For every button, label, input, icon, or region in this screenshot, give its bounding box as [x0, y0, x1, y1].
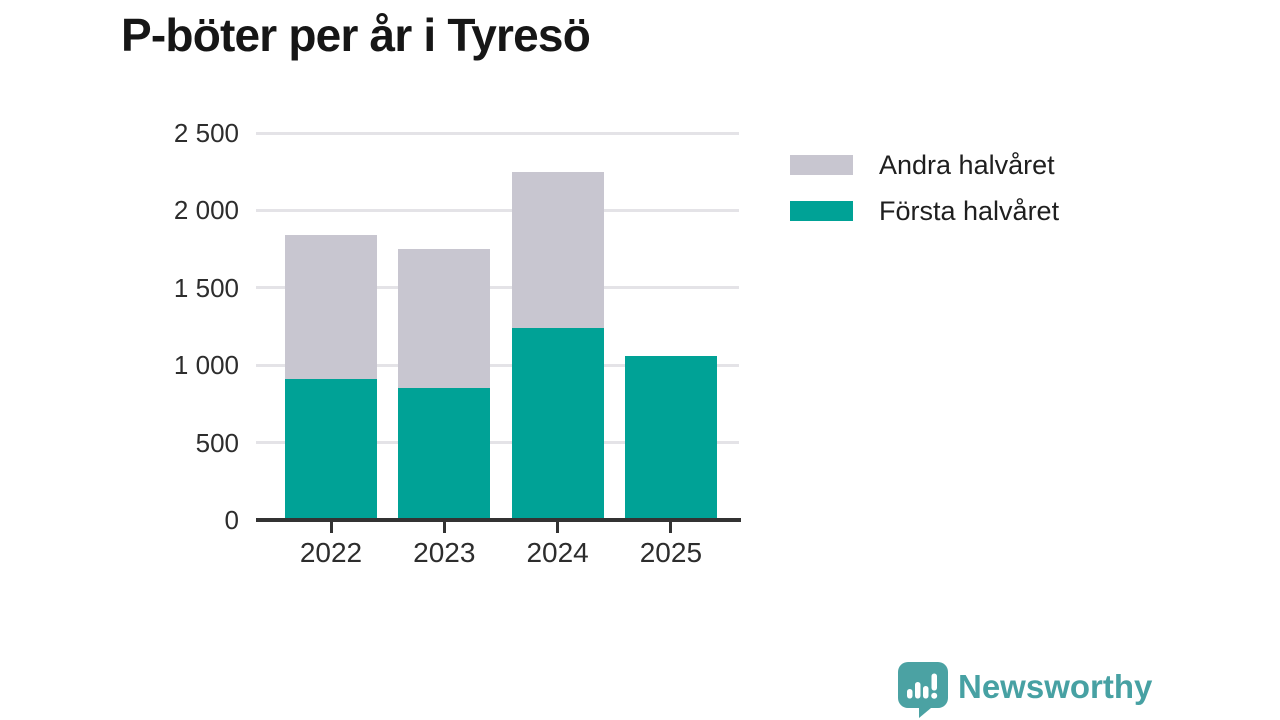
- y-axis-tick-label: 500: [195, 427, 239, 458]
- gridline: [256, 363, 739, 367]
- x-axis-tick-label: 2022: [299, 537, 363, 568]
- legend-item-andra-halvaret: Andra halvåret: [790, 142, 1059, 188]
- gridline: [256, 286, 739, 290]
- bar-segment-2023-forsta-halvaret: [398, 388, 491, 520]
- y-axis-tick-label: 2 500: [173, 118, 239, 148]
- x-axis-tick: [329, 522, 333, 533]
- newsworthy-branding: Newsworthy: [898, 662, 1152, 718]
- x-axis-tick: [556, 522, 560, 533]
- gridline: [256, 441, 739, 445]
- x-axis-line: [256, 518, 741, 522]
- y-axis-tick-label: 0: [224, 505, 239, 535]
- x-axis-tick-label: 2025: [639, 537, 703, 568]
- bar-segment-2022-andra-halvaret: [285, 235, 377, 380]
- chart-title: P-böter per år i Tyresö: [121, 9, 591, 61]
- bar-segment-2024-andra-halvaret: [511, 171, 604, 329]
- legend-swatch-forsta-halvaret: [790, 201, 853, 221]
- bar-segment-2024-forsta-halvaret: [511, 328, 604, 520]
- x-axis-tick: [669, 522, 673, 533]
- legend: Andra halvåret Första halvåret: [790, 142, 1059, 234]
- bar-segment-2022-forsta-halvaret: [285, 379, 377, 520]
- legend-label-andra-halvaret: Andra halvåret: [879, 149, 1055, 180]
- x-axis-tick: [442, 522, 446, 533]
- bar-chart-speech-bubble-icon: [898, 662, 948, 718]
- plot-area: 0 500 1 000 1 500 2 000 2 500 2022 2023 2024 2025: [174, 118, 741, 568]
- y-axis-tick-label: 1 000: [173, 350, 239, 381]
- y-axis-tick-label: 2 000: [173, 195, 239, 226]
- gridline: [256, 131, 739, 135]
- bar-segment-2025-forsta-halvaret: [624, 355, 717, 520]
- x-axis-tick-label: 2023: [413, 537, 476, 568]
- x-axis-tick-label: 2024: [526, 537, 589, 568]
- legend-item-forsta-halvaret: Första halvåret: [790, 188, 1059, 234]
- legend-swatch-andra-halvaret: [790, 155, 853, 175]
- y-axis-tick-label: 1 500: [173, 272, 239, 303]
- legend-label-forsta-halvaret: Första halvåret: [879, 195, 1060, 226]
- bar-segment-2023-andra-halvaret: [398, 249, 491, 389]
- newsworthy-logo-text: Newsworthy: [958, 668, 1153, 705]
- gridline: [256, 208, 739, 212]
